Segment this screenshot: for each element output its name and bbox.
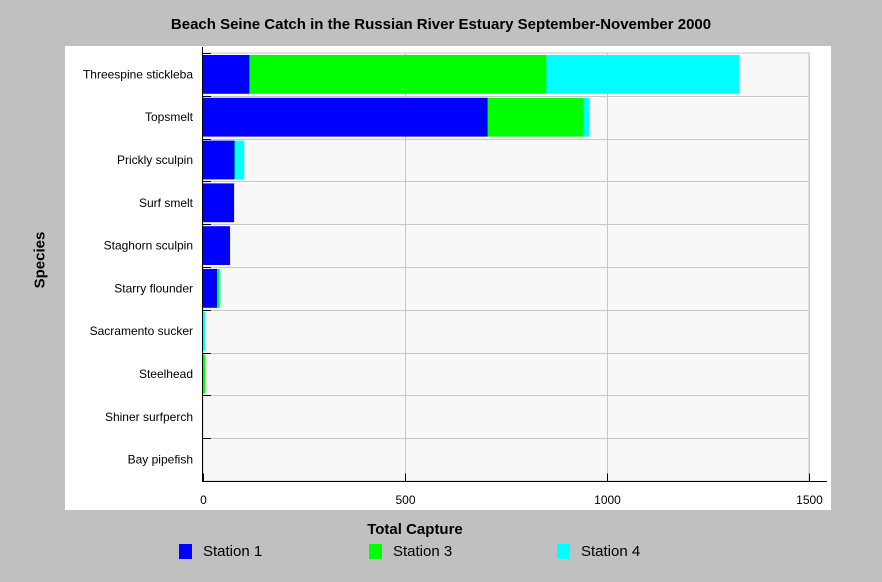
bar-segment	[203, 55, 250, 94]
y-tick-label: Shiner surfperch	[105, 410, 193, 424]
bar-segment	[583, 97, 590, 137]
y-tick-label: Bay pipefish	[128, 453, 193, 467]
legend-label: Station 1	[203, 542, 263, 560]
bar-segment	[234, 140, 236, 180]
chart-plot: 0 500 1000 1500 Threespine stickleba Topsmelt…	[83, 47, 827, 507]
chart-title: Beach Seine Catch in the Russian River E…	[170, 16, 712, 33]
x-tick-label: 0	[200, 493, 207, 507]
x-tick-label: 500	[395, 493, 415, 507]
y-tick-label: Prickly sculpin	[117, 153, 193, 167]
y-axis-label: Species	[31, 231, 49, 289]
y-tick-label: Starry flounder	[114, 281, 193, 295]
bar-segment	[546, 55, 740, 94]
legend-swatch	[369, 543, 382, 559]
x-axis-label: Total Capture	[367, 521, 463, 538]
y-tick-label: Sacramento sucker	[90, 324, 193, 338]
bar-segment	[203, 183, 235, 223]
bar-segment	[217, 269, 220, 308]
bar-segment	[203, 354, 206, 394]
legend-item-station-3: Station 3	[369, 541, 452, 561]
bar-segment	[203, 269, 218, 308]
legend-label: Station 3	[393, 542, 453, 560]
chart-panel: 0 500 1000 1500 Threespine stickleba Topsmelt…	[65, 46, 831, 510]
bar-segment	[235, 140, 245, 180]
bar-segment	[203, 140, 235, 180]
y-tick-label: Staghorn sculpin	[104, 239, 193, 253]
bar-segment	[487, 97, 584, 137]
y-tick-label: Topsmelt	[145, 110, 194, 124]
legend-swatch	[557, 543, 570, 559]
x-tick-label: 1000	[594, 493, 621, 507]
y-tick-label: Surf smelt	[139, 196, 194, 210]
legend-swatch	[179, 543, 192, 559]
bar-segment	[249, 55, 547, 94]
x-tick-label: 1500	[796, 493, 823, 507]
bar-segment	[203, 226, 231, 265]
legend-label: Station 4	[581, 542, 641, 560]
legend-item-station-1: Station 1	[179, 541, 262, 561]
y-tick-label: Threespine stickleba	[83, 67, 193, 81]
bar-segment	[219, 269, 221, 308]
y-tick-label: Steelhead	[139, 367, 193, 381]
legend-item-station-4: Station 4	[557, 541, 640, 561]
bar-segment	[203, 311, 206, 351]
bar-segment	[203, 97, 488, 137]
